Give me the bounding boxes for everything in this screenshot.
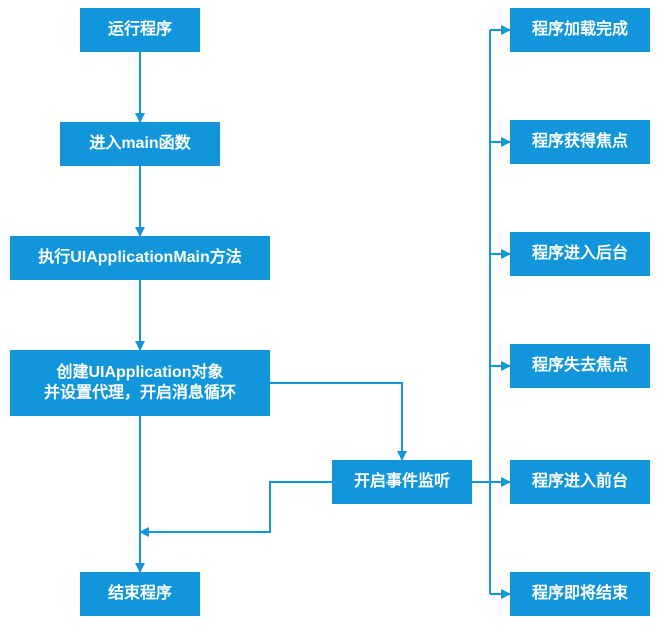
edge-listen-end-up	[140, 482, 332, 532]
node-main-label-0: 进入main函数	[89, 133, 191, 152]
edge-create-listen	[270, 383, 402, 460]
node-losefocus: 程序失去焦点	[510, 344, 650, 388]
node-losefocus-label-0: 程序失去焦点	[532, 355, 628, 374]
node-main: 进入main函数	[60, 122, 220, 166]
nodes-layer: 运行程序进入main函数执行UIApplicationMain方法创建UIApp…	[10, 8, 650, 616]
node-foreground: 程序进入前台	[510, 460, 650, 504]
node-foreground-label-0: 程序进入前台	[532, 471, 628, 490]
node-uiappmain-label-0: 执行UIApplicationMain方法	[38, 247, 242, 266]
node-listen: 开启事件监听	[332, 460, 472, 504]
node-listen-label-0: 开启事件监听	[354, 471, 450, 490]
flowchart-canvas: 运行程序进入main函数执行UIApplicationMain方法创建UIApp…	[0, 0, 668, 634]
node-uiappmain: 执行UIApplicationMain方法	[10, 236, 270, 280]
node-run: 运行程序	[80, 8, 200, 52]
node-run-label-0: 运行程序	[108, 19, 172, 38]
node-create-label-0: 创建UIApplication对象	[55, 362, 223, 381]
edges-layer	[140, 30, 510, 594]
node-background: 程序进入后台	[510, 232, 650, 276]
node-focus: 程序获得焦点	[510, 120, 650, 164]
node-create: 创建UIApplication对象并设置代理，开启消息循环	[10, 350, 270, 416]
node-loaded: 程序加载完成	[510, 8, 650, 52]
node-loaded-label-0: 程序加载完成	[532, 19, 628, 38]
node-end: 结束程序	[80, 572, 200, 616]
node-willend-label-0: 程序即将结束	[532, 583, 629, 602]
node-create-label-1: 并设置代理，开启消息循环	[44, 383, 236, 402]
node-focus-label-0: 程序获得焦点	[532, 131, 628, 150]
node-background-label-0: 程序进入后台	[532, 243, 628, 262]
node-willend: 程序即将结束	[510, 572, 650, 616]
node-end-label-0: 结束程序	[107, 583, 172, 602]
